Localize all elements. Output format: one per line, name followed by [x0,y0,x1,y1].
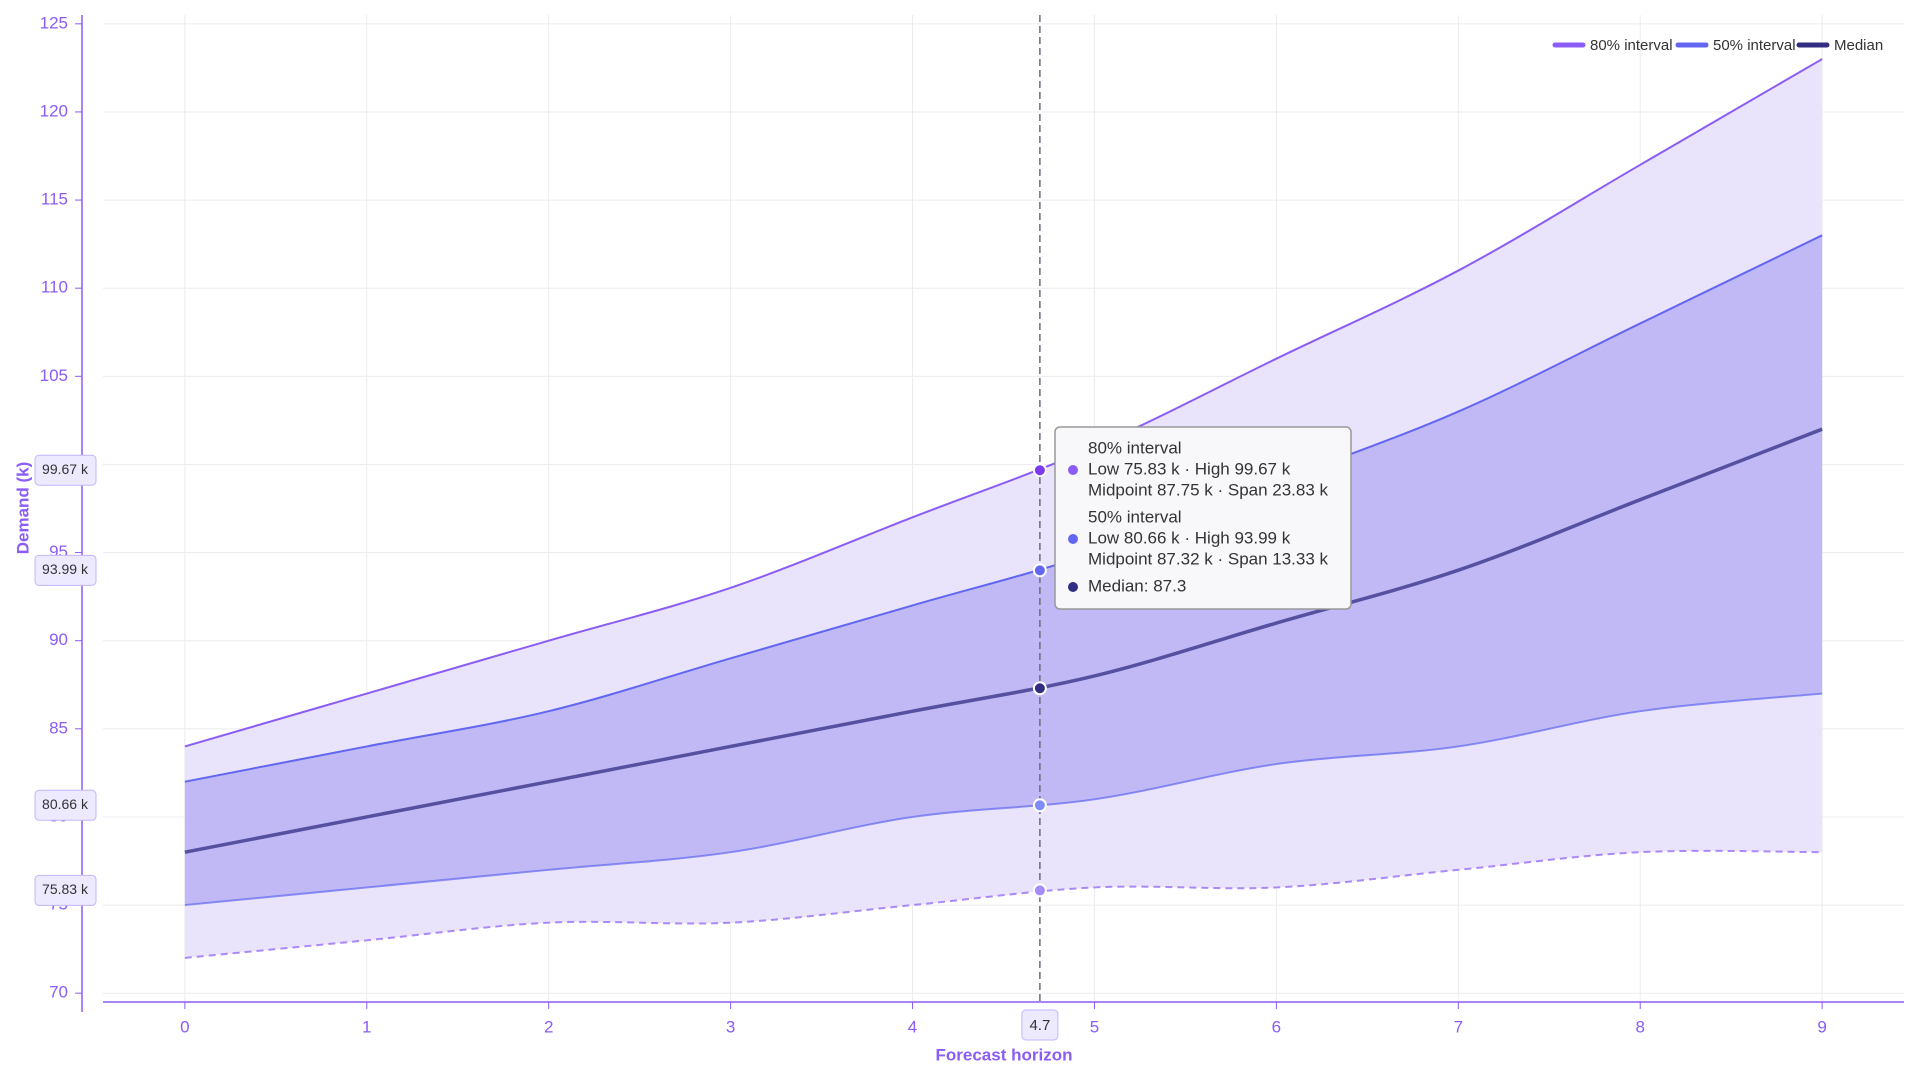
y-tick-label: 85 [49,718,68,737]
band-fill [184,235,1823,906]
x-tick-label: 0 [180,1017,189,1036]
median-line [184,427,1823,854]
crosshair-x-label: 4.7 [1029,1017,1050,1034]
y-value-label-box [34,874,97,906]
tooltip-line: Low 80.66 k · High 93.99 k [1088,528,1291,547]
band-lower [184,849,1823,959]
legend-label: 80% interval [1590,37,1673,54]
y-value-label-box [34,454,97,486]
tooltip-swatch [1068,465,1078,475]
crosshair-x-label-box [1021,1009,1059,1041]
y-axis-title: Demand (k) [13,462,32,555]
x-tick-label: 5 [1090,1017,1099,1036]
y-value-label: 99.67 k [42,461,89,477]
y-tick-label: 90 [49,630,68,649]
tooltip-line: Low 75.83 k · High 99.67 k [1088,459,1291,478]
x-tick-label: 2 [544,1017,553,1036]
tooltip: 80% interval Low 75.83 k · High 99.67 k Mi… [1054,426,1352,610]
x-axis-title: Forecast horizon [936,1045,1073,1064]
legend-label: Median [1834,37,1883,54]
crosshair-point [1032,798,1047,813]
y-value-label: 75.83 k [42,881,89,897]
x-tick-label: 4 [908,1017,917,1036]
band-upper [184,58,1823,748]
y-tick-label: 115 [41,190,68,209]
band-lower [184,692,1823,907]
tooltip-swatch [1068,534,1078,544]
band-upper [184,234,1823,783]
tooltip-title: Median: 87.3 [1088,576,1186,595]
y-tick-label: 105 [40,366,68,385]
tooltip-title: 50% interval [1088,507,1182,526]
x-tick-label: 3 [726,1017,735,1036]
legend-label: 50% interval [1713,37,1796,54]
x-tick-label: 8 [1635,1017,1644,1036]
y-tick-label: 110 [41,278,68,297]
y-value-label: 80.66 k [42,796,89,812]
y-value-label-box [34,554,97,586]
x-tick-label: 6 [1272,1017,1281,1036]
crosshair-point [1032,563,1047,578]
crosshair-point [1032,883,1047,898]
x-tick-label: 7 [1454,1017,1463,1036]
y-value-label-box [34,789,97,821]
tooltip-line: Midpoint 87.75 k · Span 23.83 k [1088,480,1329,499]
y-tick-label: 125 [40,13,68,32]
tooltip-swatch [1068,582,1078,592]
x-tick-label: 1 [362,1017,371,1036]
tooltip-title: 80% interval [1088,438,1182,457]
y-tick-label: 70 [49,983,68,1002]
x-tick-label: 9 [1817,1017,1826,1036]
y-value-label: 93.99 k [42,561,89,577]
crosshair-point [1032,463,1047,478]
crosshair-point [1032,681,1047,696]
y-tick-label: 120 [40,101,68,120]
tooltip-line: Midpoint 87.32 k · Span 13.33 k [1088,549,1329,568]
tooltip-box [1054,426,1352,610]
